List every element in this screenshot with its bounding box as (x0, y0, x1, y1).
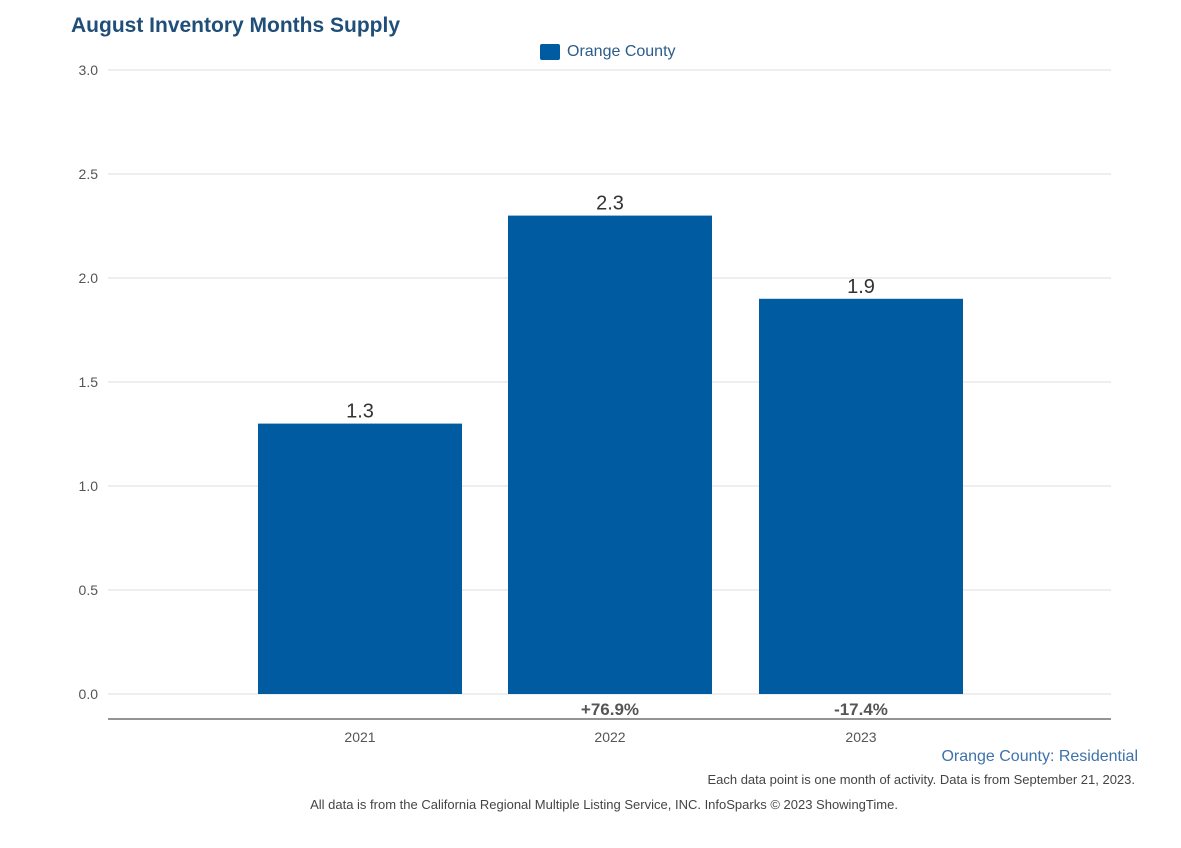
change-label-2023: -17.4% (834, 700, 888, 719)
y-tick-label: 1.5 (79, 374, 99, 390)
y-axis-ticks: 0.0 0.5 1.0 1.5 2.0 2.5 3.0 (79, 62, 99, 702)
y-tick-label: 0.5 (79, 582, 99, 598)
y-tick-label: 2.0 (79, 270, 99, 286)
data-note: Each data point is one month of activity… (707, 772, 1135, 787)
x-axis: 2021 2022 2023 (108, 718, 1111, 745)
bars (258, 215, 963, 694)
bar-2023[interactable] (759, 298, 963, 694)
data-label-2023: 1.9 (847, 276, 875, 298)
change-label-2022: +76.9% (581, 700, 639, 719)
x-tick-label-2023: 2023 (845, 729, 876, 745)
legend-label: Orange County (567, 43, 676, 60)
chart-title: August Inventory Months Supply (71, 14, 400, 37)
series-footer-label: Orange County: Residential (941, 748, 1138, 765)
y-tick-label: 0.0 (79, 686, 99, 702)
y-tick-label: 1.0 (79, 478, 99, 494)
bar-2022[interactable] (508, 215, 712, 694)
bar-2021[interactable] (258, 423, 462, 694)
x-tick-label-2021: 2021 (344, 729, 375, 745)
source-credit: All data is from the California Regional… (310, 797, 898, 812)
y-tick-label: 3.0 (79, 62, 99, 78)
data-label-2021: 1.3 (346, 401, 374, 423)
legend[interactable]: Orange County (540, 43, 676, 61)
y-tick-label: 2.5 (79, 166, 99, 182)
data-label-2022: 2.3 (596, 193, 624, 215)
legend-swatch (540, 44, 560, 60)
data-labels: 1.3 2.3 +76.9% 1.9 -17.4% (346, 193, 888, 719)
x-tick-label-2022: 2022 (594, 729, 625, 745)
